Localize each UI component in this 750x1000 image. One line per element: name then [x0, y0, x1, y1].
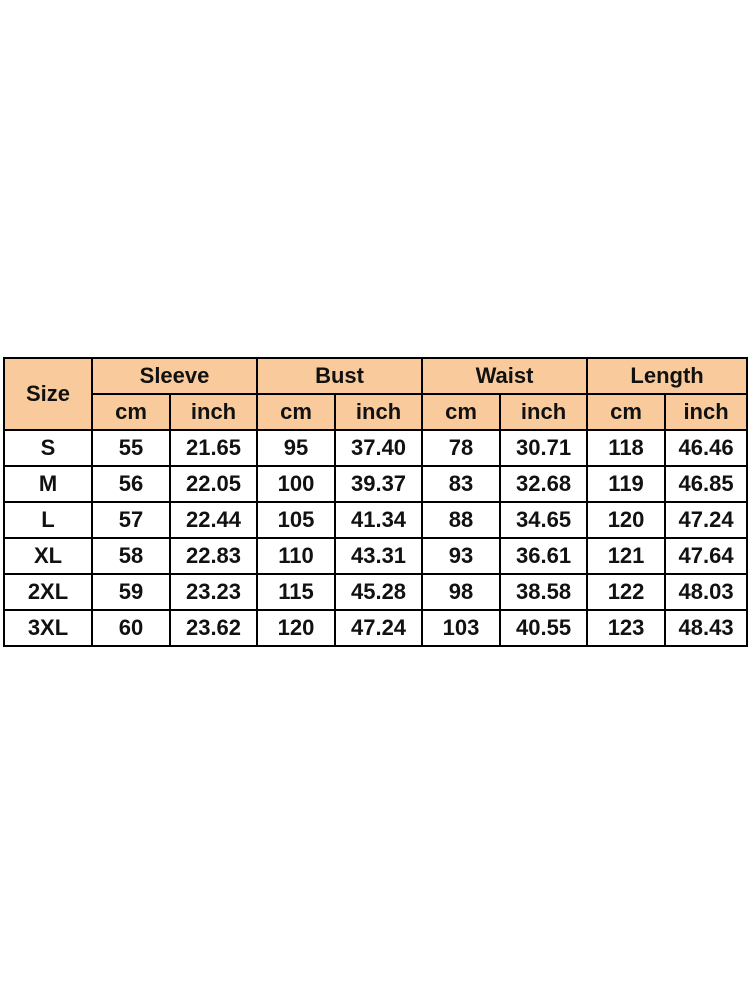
value-cell: 47.24 — [664, 501, 749, 539]
table-row: XL 58 22.83 110 43.31 93 36.61 121 47.64 — [3, 537, 749, 575]
header-unit-row: cm inch cm inch cm inch cm inch — [4, 393, 749, 431]
value-cell: 36.61 — [499, 537, 589, 575]
value-cell: 118 — [586, 429, 667, 467]
length-header: Length — [586, 357, 749, 395]
value-cell: 30.71 — [499, 429, 589, 467]
bust-header: Bust — [256, 357, 424, 395]
bust-cm-header: cm — [256, 393, 337, 431]
size-cell: M — [3, 465, 93, 503]
sleeve-inch-header: inch — [168, 393, 259, 431]
waist-cm-header: cm — [421, 393, 502, 431]
value-cell: 37.40 — [334, 429, 424, 467]
value-cell: 120 — [586, 501, 667, 539]
value-cell: 83 — [421, 465, 502, 503]
bust-inch-header: inch — [334, 393, 424, 431]
value-cell: 95 — [256, 429, 337, 467]
value-cell: 105 — [256, 501, 337, 539]
value-cell: 43.31 — [334, 537, 424, 575]
table-row: 3XL 60 23.62 120 47.24 103 40.55 123 48.… — [3, 609, 749, 647]
size-chart-table: Size Sleeve Bust Waist Length cm inch cm… — [3, 357, 749, 647]
value-cell: 119 — [586, 465, 667, 503]
value-cell: 46.46 — [664, 429, 749, 467]
value-cell: 22.44 — [168, 501, 259, 539]
value-cell: 59 — [91, 573, 171, 611]
value-cell: 56 — [91, 465, 171, 503]
table-row: M 56 22.05 100 39.37 83 32.68 119 46.85 — [3, 465, 749, 503]
value-cell: 45.28 — [334, 573, 424, 611]
size-header: Size — [3, 357, 93, 431]
value-cell: 123 — [586, 609, 667, 647]
value-cell: 38.58 — [499, 573, 589, 611]
value-cell: 115 — [256, 573, 337, 611]
value-cell: 23.62 — [168, 609, 259, 647]
value-cell: 88 — [421, 501, 502, 539]
table-row: S 55 21.65 95 37.40 78 30.71 118 46.46 — [3, 429, 749, 467]
table-row: 2XL 59 23.23 115 45.28 98 38.58 122 48.0… — [3, 573, 749, 611]
value-cell: 103 — [421, 609, 502, 647]
size-cell: XL — [3, 537, 93, 575]
value-cell: 23.23 — [168, 573, 259, 611]
waist-header: Waist — [421, 357, 589, 395]
value-cell: 39.37 — [334, 465, 424, 503]
value-cell: 98 — [421, 573, 502, 611]
value-cell: 41.34 — [334, 501, 424, 539]
sleeve-header: Sleeve — [90, 357, 259, 395]
size-cell: 3XL — [3, 609, 93, 647]
size-cell: L — [3, 501, 93, 539]
value-cell: 121 — [586, 537, 667, 575]
table-row: L 57 22.44 105 41.34 88 34.65 120 47.24 — [3, 501, 749, 539]
value-cell: 22.83 — [168, 537, 259, 575]
size-cell: S — [3, 429, 93, 467]
value-cell: 47.64 — [664, 537, 749, 575]
value-cell: 47.24 — [334, 609, 424, 647]
value-cell: 32.68 — [499, 465, 589, 503]
value-cell: 120 — [256, 609, 337, 647]
value-cell: 34.65 — [499, 501, 589, 539]
length-inch-header: inch — [664, 393, 749, 431]
value-cell: 110 — [256, 537, 337, 575]
value-cell: 78 — [421, 429, 502, 467]
length-cm-header: cm — [586, 393, 667, 431]
value-cell: 57 — [91, 501, 171, 539]
value-cell: 100 — [256, 465, 337, 503]
value-cell: 48.03 — [664, 573, 749, 611]
value-cell: 22.05 — [168, 465, 259, 503]
value-cell: 40.55 — [499, 609, 589, 647]
value-cell: 58 — [91, 537, 171, 575]
value-cell: 93 — [421, 537, 502, 575]
value-cell: 122 — [586, 573, 667, 611]
value-cell: 60 — [91, 609, 171, 647]
header-group-row: Size Sleeve Bust Waist Length — [3, 357, 749, 431]
value-cell: 21.65 — [168, 429, 259, 467]
value-cell: 55 — [91, 429, 171, 467]
value-cell: 48.43 — [664, 609, 749, 647]
sleeve-cm-header: cm — [91, 393, 171, 431]
waist-inch-header: inch — [499, 393, 589, 431]
size-cell: 2XL — [3, 573, 93, 611]
value-cell: 46.85 — [664, 465, 749, 503]
